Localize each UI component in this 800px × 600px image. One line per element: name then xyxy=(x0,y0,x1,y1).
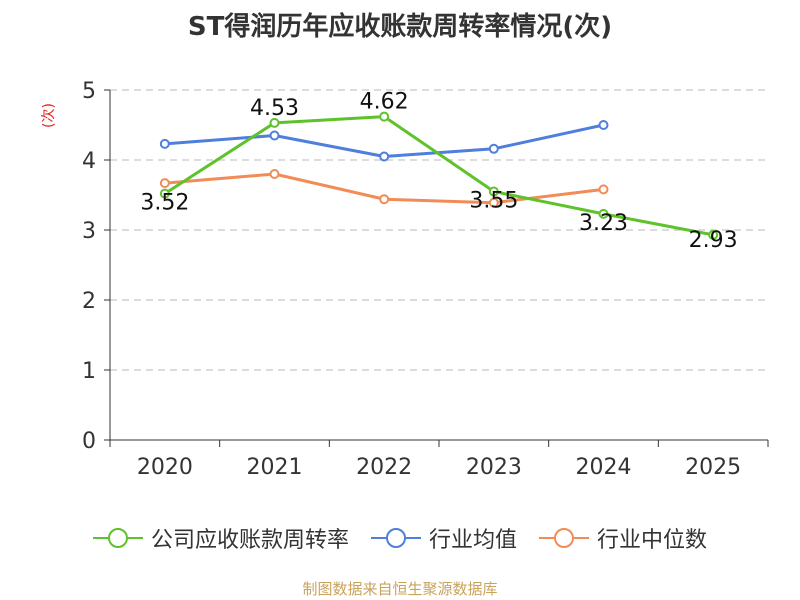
point-industry_median-2021 xyxy=(269,169,280,179)
point-company-2023 xyxy=(488,186,499,197)
y-tick-label-4: 4 xyxy=(82,149,96,174)
data-labels: 3.52 4.53 4.62 3.55 3.23 2.93 xyxy=(140,90,737,253)
point-industry_avg-2020 xyxy=(159,138,170,149)
legend-label-industry-median: 行业中位数 xyxy=(597,528,708,553)
y-tick-label-2: 2 xyxy=(82,289,96,314)
legend-marker-industry-avg xyxy=(370,528,421,548)
x-tick-label-2022: 2022 xyxy=(356,455,412,480)
legend-label-industry-avg: 行业均值 xyxy=(428,528,517,553)
chart-title: ST得润历年应收账款周转率情况(次) xyxy=(187,12,613,42)
point-industry_median-2023 xyxy=(488,197,499,208)
point-industry_median-2024 xyxy=(598,184,609,195)
y-tick-label-3: 3 xyxy=(82,219,96,244)
point-company-2024 xyxy=(598,208,609,219)
legend-marker-company xyxy=(92,528,143,548)
legend-item-industry-median[interactable]: 行业中位数 xyxy=(539,522,707,554)
series-layer xyxy=(159,111,719,240)
data-label-company-2020: 3.52 xyxy=(140,191,189,216)
point-industry_median-2022 xyxy=(379,194,390,205)
point-industry_avg-2022 xyxy=(379,151,390,162)
point-company-2021 xyxy=(269,117,280,128)
point-company-2025 xyxy=(708,229,719,240)
x-tick-label-2020: 2020 xyxy=(137,455,193,480)
point-industry_avg-2023 xyxy=(488,143,499,154)
x-tick-label-2023: 2023 xyxy=(466,455,522,480)
y-tick-label-0: 0 xyxy=(82,429,96,454)
legend-label-company: 公司应收账款周转率 xyxy=(150,528,349,553)
data-label-company-2025: 2.93 xyxy=(689,228,738,253)
x-tick-label-2021: 2021 xyxy=(247,455,303,480)
point-company-2022 xyxy=(379,111,390,122)
data-label-company-2022: 4.62 xyxy=(360,90,409,115)
legend-marker-industry-median xyxy=(539,528,589,548)
data-label-company-2021: 4.53 xyxy=(250,96,299,121)
data-source-note: 制图数据来自恒生聚源数据库 xyxy=(302,580,498,598)
legend-item-company[interactable]: 公司应收账款周转率 xyxy=(92,522,349,554)
point-industry_median-2020 xyxy=(159,178,170,189)
x-tick-label-2024: 2024 xyxy=(576,455,632,480)
x-tick-label-2025: 2025 xyxy=(685,455,741,480)
legend: 公司应收账款周转率 行业均值 行业中位数 xyxy=(0,522,800,554)
y-tick-label-1: 1 xyxy=(82,359,96,384)
line-chart: 0 1 2 3 4 5 2020 2021 2022 2023 2024 2025 3.52 4.53 4… xyxy=(82,79,769,480)
axes: 0 1 2 3 4 5 2020 2021 2022 2023 2024 2025 xyxy=(82,79,769,480)
legend-item-industry-avg[interactable]: 行业均值 xyxy=(370,522,517,554)
data-label-company-2023: 3.55 xyxy=(469,189,518,214)
point-industry_avg-2021 xyxy=(269,130,280,141)
y-tick-label-5: 5 xyxy=(82,79,96,104)
series-line-company xyxy=(164,115,714,237)
grid-lines xyxy=(110,89,768,371)
data-label-company-2024: 3.23 xyxy=(579,211,628,236)
point-industry_avg-2024 xyxy=(598,120,609,130)
point-company-2020 xyxy=(159,188,170,199)
